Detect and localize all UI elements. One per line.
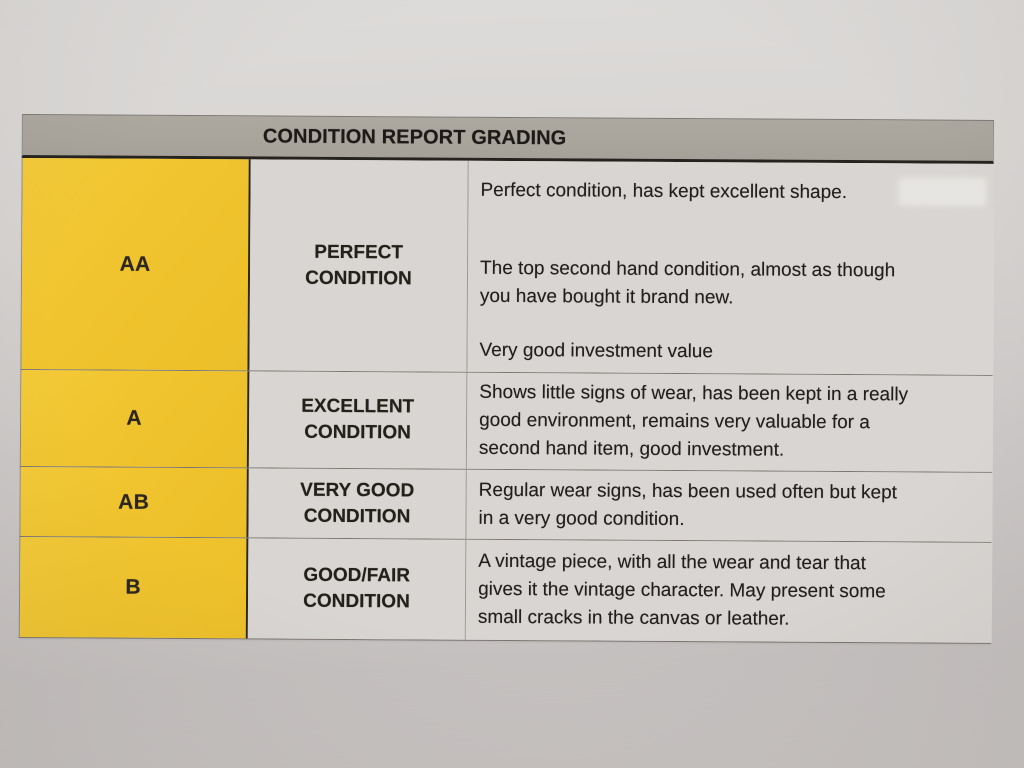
grade-label: A <box>126 406 142 430</box>
condition-cell: GOOD/FAIR CONDITION <box>247 538 467 640</box>
grading-table: CONDITION REPORT GRADING AA PERFECT COND… <box>18 114 995 644</box>
condition-label-line: CONDITION <box>304 421 411 444</box>
description-cell: Perfect condition, has kept excellent sh… <box>467 160 995 375</box>
grade-cell: AB <box>20 466 249 538</box>
grade-label: AB <box>118 490 150 514</box>
description-paragraph: The top second hand condition, almost as… <box>479 257 896 309</box>
grade-row-b: B GOOD/FAIR CONDITION A vintage piece, w… <box>18 536 993 644</box>
grade-cell: A <box>20 370 250 468</box>
condition-label-line: CONDITION <box>303 505 411 527</box>
grade-label: AA <box>119 252 151 276</box>
description-paragraph: A vintage piece, with all the wear and t… <box>477 550 886 630</box>
description-paragraph: Regular wear signs, has been used often … <box>478 479 898 530</box>
description-cell: Regular wear signs, has been used often … <box>466 469 993 542</box>
condition-cell: VERY GOOD CONDITION <box>248 468 467 539</box>
condition-label-line: EXCELLENT <box>301 395 415 418</box>
condition-label-line: CONDITION <box>303 590 410 613</box>
condition-cell: PERFECT CONDITION <box>249 159 469 372</box>
condition-cell: EXCELLENT CONDITION <box>248 371 468 469</box>
grade-cell: B <box>19 536 249 639</box>
condition-label-line: VERY GOOD <box>300 479 415 501</box>
description-cell: Shows little signs of wear, has been kep… <box>466 372 994 472</box>
grade-label: B <box>125 575 141 599</box>
table-header-row: CONDITION REPORT GRADING <box>21 114 994 164</box>
description-paragraph: Very good investment value <box>479 339 714 363</box>
whiteout-patch <box>898 177 987 206</box>
description-cell: A vintage piece, with all the wear and t… <box>465 539 993 643</box>
table-title: CONDITION REPORT GRADING <box>262 124 567 149</box>
grade-cell: AA <box>21 158 251 371</box>
description-paragraph: Shows little signs of wear, has been kep… <box>478 381 909 461</box>
grade-row-ab: AB VERY GOOD CONDITION Regular wear sign… <box>19 466 993 543</box>
grade-row-aa: AA PERFECT CONDITION Perfect condition, … <box>20 157 995 376</box>
condition-label-line: GOOD/FAIR <box>303 564 411 587</box>
condition-label-line: PERFECT <box>314 241 404 263</box>
condition-label-line: CONDITION <box>305 267 412 289</box>
grade-row-a: A EXCELLENT CONDITION Shows little signs… <box>19 369 994 473</box>
